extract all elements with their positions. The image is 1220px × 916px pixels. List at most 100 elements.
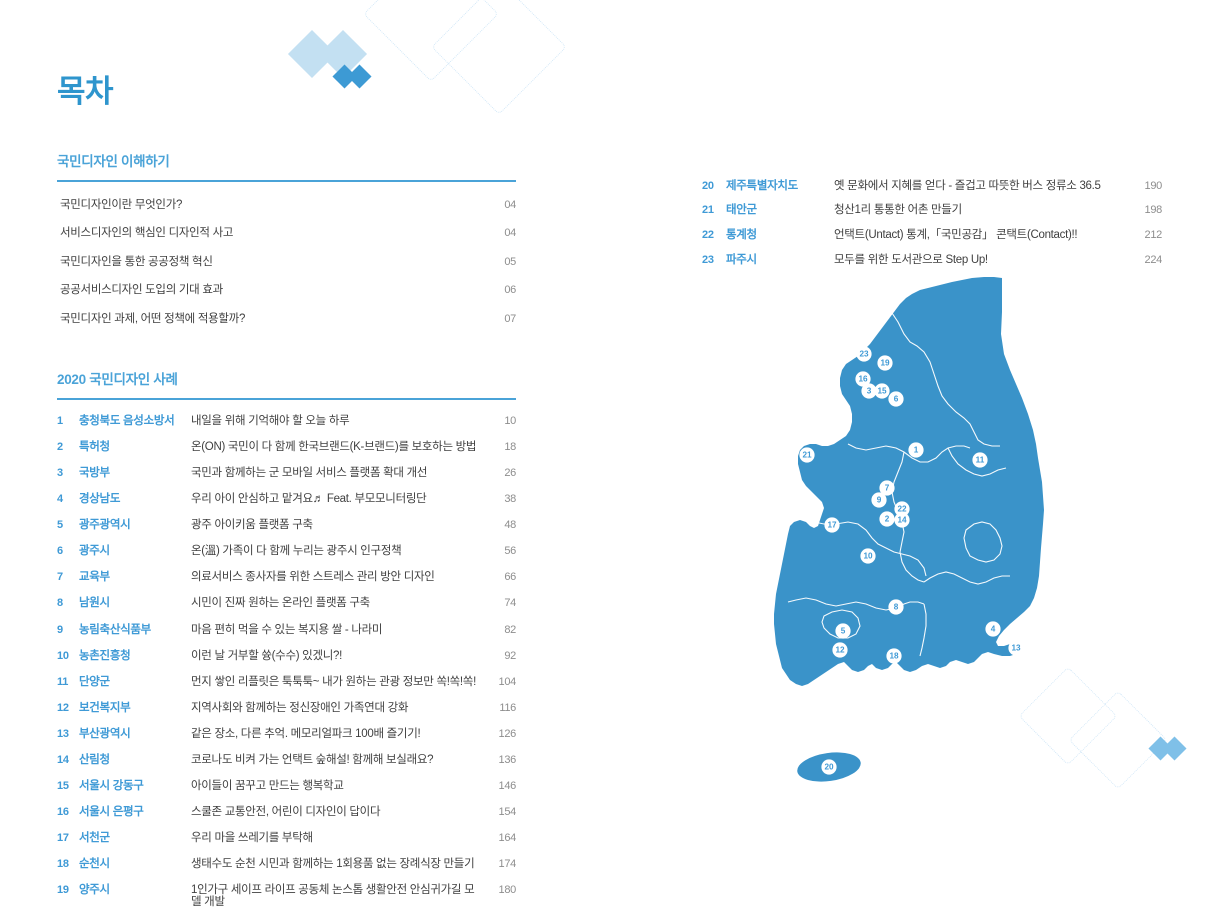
map-marker-14[interactable]: 14 — [894, 512, 910, 528]
diamond-solid-icon — [1162, 736, 1187, 761]
table-row[interactable]: 18 순천시 생태수도 순천 시민과 함께하는 1회용품 없는 장례식장 만들기… — [57, 852, 516, 878]
table-row[interactable]: 14 산림청 코로나도 비켜 가는 언택트 숲해설! 함께해 보실래요? 136 — [57, 748, 516, 774]
table-row[interactable]: 2 특허청 온(ON) 국민이 다 함께 한국브랜드(K-브랜드)를 보호하는 … — [57, 435, 516, 461]
map-marker-20[interactable]: 20 — [821, 759, 837, 775]
table-row[interactable]: 15 서울시 강동구 아이들이 꿈꾸고 만드는 행복학교 146 — [57, 774, 516, 800]
map-marker-9[interactable]: 9 — [871, 492, 887, 508]
diamond-outline-icon — [431, 0, 567, 115]
item-number: 19 — [57, 884, 69, 897]
item-title: 온(ON) 국민이 다 함께 한국브랜드(K-브랜드)를 보호하는 방법 — [191, 440, 477, 453]
table-row[interactable]: 20 제주특별자치도 옛 문화에서 지혜를 얻다 - 즐겁고 따뜻한 버스 정류… — [702, 174, 1162, 199]
map-marker-21[interactable]: 21 — [799, 447, 815, 463]
item-number: 23 — [702, 253, 714, 266]
table-row[interactable]: 9 농림축산식품부 마음 편히 먹을 수 있는 복지용 쌀 - 나라미 82 — [57, 617, 516, 643]
map-marker-2[interactable]: 2 — [879, 511, 895, 527]
svg-text:8: 8 — [894, 603, 899, 612]
map-marker-12[interactable]: 12 — [832, 642, 848, 658]
table-row[interactable]: 1 충청북도 음성소방서 내일을 위해 기억해야 할 오늘 하루 10 — [57, 409, 516, 435]
item-org: 서울시 은평구 — [79, 806, 144, 819]
item-number: 12 — [57, 701, 69, 714]
table-row[interactable]: 23 파주시 모두를 위한 도서관으로 Step Up! 224 — [702, 248, 1162, 273]
item-page: 56 — [504, 545, 516, 558]
table-row[interactable]: 7 교육부 의료서비스 종사자를 위한 스트레스 관리 방안 디자인 66 — [57, 565, 516, 591]
table-row[interactable]: 12 보건복지부 지역사회와 함께하는 정신장애인 가족연대 강화 116 — [57, 696, 516, 722]
item-org: 경상남도 — [79, 493, 121, 506]
item-title: 광주 아이키움 플랫폼 구축 — [191, 519, 313, 532]
svg-text:18: 18 — [889, 652, 899, 661]
toc-section-understanding: 국민디자인 이해하기 국민디자인이란 무엇인가? 04 서비스디자인의 핵심인 … — [57, 150, 516, 334]
item-org: 보건복지부 — [79, 701, 131, 714]
table-row[interactable]: 3 국방부 국민과 함께하는 군 모바일 서비스 플랫폼 확대 개선 26 — [57, 461, 516, 487]
svg-text:12: 12 — [835, 646, 845, 655]
map-marker-8[interactable]: 8 — [888, 599, 904, 615]
table-row[interactable]: 5 광주광역시 광주 아이키움 플랫폼 구축 48 — [57, 513, 516, 539]
map-marker-1[interactable]: 1 — [908, 442, 924, 458]
svg-text:9: 9 — [877, 496, 882, 505]
item-org: 서천군 — [79, 832, 110, 845]
toc-right-column: 20 제주특별자치도 옛 문화에서 지혜를 얻다 - 즐겁고 따뜻한 버스 정류… — [702, 174, 1162, 273]
map-marker-7[interactable]: 7 — [879, 480, 895, 496]
item-number: 8 — [57, 597, 63, 610]
item-number: 17 — [57, 832, 69, 845]
map-marker-13[interactable]: 13 — [1008, 640, 1024, 656]
item-number: 6 — [57, 545, 63, 558]
map-marker-3[interactable]: 3 — [861, 383, 877, 399]
map-marker-17[interactable]: 17 — [824, 517, 840, 533]
map-marker-23[interactable]: 23 — [856, 346, 872, 362]
item-number: 1 — [57, 414, 63, 427]
list-item[interactable]: 국민디자인을 통한 공공정책 혁신 05 — [57, 248, 516, 277]
item-org: 충청북도 음성소방서 — [79, 414, 175, 427]
item-number: 4 — [57, 493, 63, 506]
item-title: 먼지 쌓인 리플릿은 툭툭툭~ 내가 원하는 관광 정보만 쏙!쏙!쏙! — [191, 675, 476, 688]
map-marker-11[interactable]: 11 — [972, 452, 988, 468]
table-row[interactable]: 4 경상남도 우리 아이 안심하고 맡겨요♬ Feat. 부모모니터링단 38 — [57, 487, 516, 513]
list-item[interactable]: 국민디자인이란 무엇인가? 04 — [57, 191, 516, 220]
list-item[interactable]: 공공서비스디자인 도입의 기대 효과 06 — [57, 277, 516, 306]
table-row[interactable]: 6 광주시 온(溫) 가족이 다 함께 누리는 광주시 인구정책 56 — [57, 539, 516, 565]
diamond-light-icon — [318, 29, 368, 79]
table-row[interactable]: 13 부산광역시 같은 장소, 다른 추억. 메모리얼파크 100배 즐기기! … — [57, 722, 516, 748]
table-row[interactable]: 10 농촌진흥청 이런 날 거부할 쓩(수수) 있겠니?! 92 — [57, 643, 516, 669]
table-row[interactable]: 11 단양군 먼지 쌓인 리플릿은 툭툭툭~ 내가 원하는 관광 정보만 쏙!쏙… — [57, 669, 516, 695]
item-org: 태안군 — [726, 204, 757, 217]
item-page: 48 — [504, 519, 516, 532]
item-page: 154 — [498, 806, 517, 819]
map-marker-22[interactable]: 22 — [894, 501, 910, 517]
page-title: 목차 — [57, 74, 114, 109]
item-org: 광주시 — [79, 545, 110, 558]
table-row[interactable]: 8 남원시 시민이 진짜 원하는 온라인 플랫폼 구축 74 — [57, 591, 516, 617]
map-marker-4[interactable]: 4 — [985, 621, 1001, 637]
item-org: 단양군 — [79, 675, 110, 688]
item-title: 국민디자인을 통한 공공정책 혁신 — [60, 255, 213, 268]
svg-text:1: 1 — [914, 446, 919, 455]
item-page: 136 — [498, 754, 517, 767]
item-title: 시민이 진짜 원하는 온라인 플랫폼 구축 — [191, 597, 370, 610]
table-row[interactable]: 17 서천군 우리 마을 쓰레기를 부탁해 164 — [57, 826, 516, 852]
item-title: 이런 날 거부할 쓩(수수) 있겠니?! — [191, 649, 342, 662]
item-number: 21 — [702, 204, 714, 217]
map-marker-15[interactable]: 15 — [874, 383, 890, 399]
table-row[interactable]: 16 서울시 은평구 스쿨존 교통안전, 어린이 디자인이 답이다 154 — [57, 800, 516, 826]
table-row[interactable]: 19 양주시 1인가구 세이프 라이프 공동체 논스톱 생활안전 안심귀가길 모… — [57, 878, 516, 916]
svg-text:22: 22 — [897, 505, 907, 514]
map-marker-6[interactable]: 6 — [888, 391, 904, 407]
map-marker-19[interactable]: 19 — [877, 355, 893, 371]
item-number: 22 — [702, 228, 714, 241]
map-markers[interactable]: 23 19 16 3 15 6 21 1 11 7 9 22 2 14 17 1… — [799, 346, 1024, 775]
svg-text:13: 13 — [1011, 644, 1021, 653]
map-marker-10[interactable]: 10 — [860, 548, 876, 564]
map-landmass — [774, 277, 1044, 686]
list-item[interactable]: 국민디자인 과제, 어떤 정책에 적용할까? 07 — [57, 305, 516, 334]
map-marker-18[interactable]: 18 — [886, 648, 902, 664]
item-title: 서비스디자인의 핵심인 디자인적 사고 — [60, 227, 234, 239]
map-marker-5[interactable]: 5 — [835, 623, 851, 639]
item-number: 14 — [57, 754, 69, 767]
list-item[interactable]: 서비스디자인의 핵심인 디자인적 사고 04 — [57, 220, 516, 249]
table-row[interactable]: 22 통계청 언택트(Untact) 통계,「국민공감」 콘택트(Contact… — [702, 223, 1162, 248]
svg-text:3: 3 — [867, 387, 872, 396]
map-marker-16[interactable]: 16 — [855, 371, 871, 387]
table-row[interactable]: 21 태안군 청산1리 통통한 어촌 만들기 198 — [702, 199, 1162, 224]
svg-text:2: 2 — [885, 515, 890, 524]
south-korea-map[interactable]: 23 19 16 3 15 6 21 1 11 7 9 22 2 14 17 1… — [752, 272, 1052, 792]
diamond-solid-icon — [332, 64, 357, 89]
